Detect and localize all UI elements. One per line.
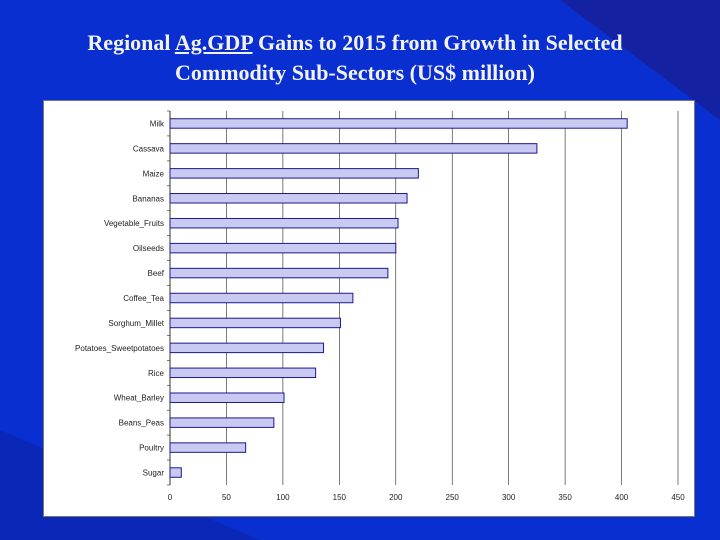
bar — [169, 242, 397, 254]
x-tick-label: 300 — [502, 493, 516, 502]
bar — [169, 118, 628, 129]
bar — [169, 292, 354, 304]
category-label: Rice — [148, 369, 165, 378]
chart-panel: 0 50 100 150 200 250 300 350 400 450 Milk Cassava Ma… — [43, 100, 695, 517]
bar — [169, 193, 408, 204]
x-tick-label: 0 — [168, 493, 173, 502]
bar — [169, 417, 275, 428]
title-line-1: Regional Ag.GDP Gains to 2015 from Growt… — [30, 28, 680, 58]
category-label: Vegetable_Fruits — [104, 219, 164, 228]
category-label: Sugar — [143, 469, 165, 478]
category-label: Potatoes_Sweetpotatoes — [75, 344, 164, 353]
category-label: Cassava — [133, 144, 165, 153]
category-label: Oilseeds — [133, 244, 164, 253]
x-tick-label: 150 — [333, 493, 347, 502]
bar — [169, 317, 341, 329]
bar — [169, 143, 538, 154]
bar — [169, 217, 399, 229]
bar — [169, 168, 419, 179]
x-tick-label: 250 — [446, 493, 460, 502]
bar — [169, 392, 285, 403]
bar — [169, 442, 247, 453]
bar-chart: 0 50 100 150 200 250 300 350 400 450 Milk Cassava Ma… — [75, 110, 685, 502]
x-tick-label: 450 — [671, 493, 685, 502]
x-tick-label: 50 — [222, 493, 231, 502]
category-label: Sorghum_Millet — [108, 319, 164, 328]
category-label: Poultry — [139, 444, 164, 453]
x-tick-label: 100 — [276, 493, 290, 502]
category-label: Beans_Peas — [119, 419, 164, 428]
bar — [169, 467, 182, 478]
x-tick-label: 350 — [558, 493, 572, 502]
slide-title: Regional Ag.GDP Gains to 2015 from Growt… — [30, 28, 680, 88]
bar — [169, 342, 325, 354]
bar — [169, 267, 389, 279]
category-label: Wheat_Barley — [114, 394, 164, 403]
category-label: Bananas — [132, 194, 164, 203]
bar — [169, 367, 317, 379]
category-label: Milk — [150, 119, 165, 128]
title-prefix: Regional — [87, 30, 175, 55]
x-tick-label: 400 — [615, 493, 629, 502]
category-label: Maize — [143, 169, 165, 178]
category-label: Beef — [148, 269, 165, 278]
title-rest: Gains to 2015 from Growth in Selected — [252, 30, 623, 55]
x-tick-label: 200 — [389, 493, 403, 502]
title-underlined-term: Ag.GDP — [174, 30, 253, 55]
title-line-2: Commodity Sub-Sectors (US$ million) — [175, 60, 535, 85]
category-label: Coffee_Tea — [123, 294, 164, 303]
